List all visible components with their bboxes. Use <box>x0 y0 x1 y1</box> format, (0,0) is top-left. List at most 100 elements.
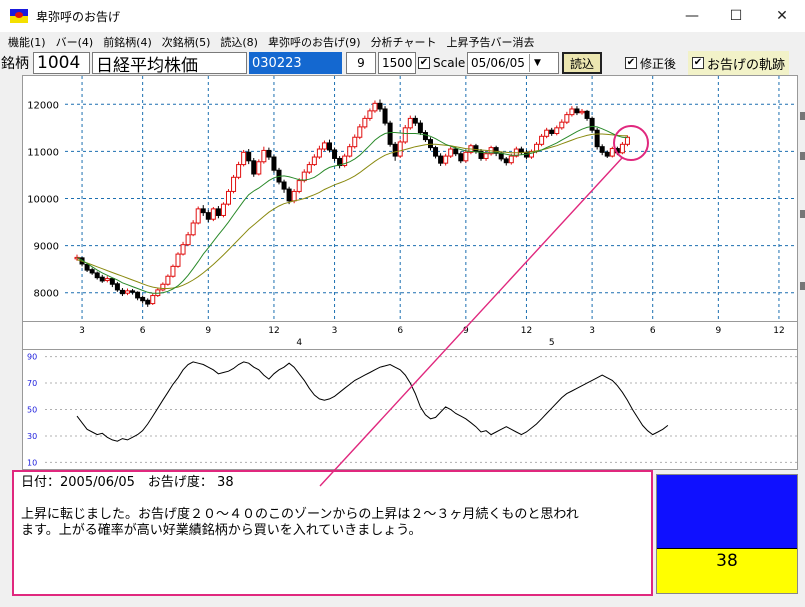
menu-prev-stock[interactable]: 前銘柄(4) <box>103 35 152 49</box>
down-candle <box>327 142 332 151</box>
up-candle <box>564 114 570 123</box>
maximize-button[interactable]: ☐ <box>729 8 743 24</box>
month-tick-label: 6 <box>397 326 403 336</box>
period-field[interactable]: 9 <box>346 52 376 74</box>
menu-next-stock[interactable]: 次銘柄(5) <box>161 35 211 49</box>
scale-checkbox[interactable]: ✔ Scale <box>418 52 465 74</box>
down-candle <box>549 129 555 134</box>
up-candle <box>321 142 327 150</box>
down-candle <box>574 108 580 114</box>
down-candle <box>422 132 428 141</box>
up-candle <box>165 275 171 285</box>
down-candle <box>135 291 141 299</box>
adjusted-checkbox[interactable]: ✔ 修正後 <box>625 52 676 74</box>
down-candle <box>382 108 388 124</box>
up-candle <box>569 108 575 116</box>
read-button[interactable]: 読込 <box>562 52 603 74</box>
down-candle <box>453 148 459 155</box>
up-candle <box>104 278 110 281</box>
down-candle <box>428 139 433 149</box>
up-candle <box>508 155 514 164</box>
date-axis-svg: 369123691236912456 <box>79 326 805 348</box>
menu-function[interactable]: 機能(1) <box>8 35 46 49</box>
gauge-divider <box>657 548 797 549</box>
up-candle <box>261 149 267 163</box>
price-chart-svg: 8000 9000 10000 11000 12000 <box>27 76 797 321</box>
up-candle <box>125 290 130 294</box>
side-marker <box>800 152 805 160</box>
down-candle <box>438 155 444 164</box>
up-candle <box>579 110 585 114</box>
up-candle <box>544 129 550 137</box>
oscillator-chart-svg: 10 30 50 70 90 <box>27 353 797 467</box>
month-tick-label: 9 <box>715 326 721 336</box>
trajectory-label: お告げの軌跡 <box>707 57 786 73</box>
menu-clear-rise-bar[interactable]: 上昇予告バー消去 <box>446 35 535 49</box>
down-candle <box>518 148 524 153</box>
down-candle <box>594 129 600 148</box>
up-candle <box>443 155 449 164</box>
gauge-yellow-area <box>657 548 797 593</box>
trajectory-checkbox[interactable]: ✔ お告げの軌跡 <box>688 51 790 75</box>
down-candle <box>94 272 100 279</box>
up-candle <box>529 150 534 158</box>
month-tick-label: 3 <box>79 326 85 336</box>
up-candle <box>402 127 408 143</box>
menu-himiko-oracle[interactable]: 卑弥呼のお告げ(9) <box>267 35 361 49</box>
start-date-field[interactable]: 030223 <box>249 52 342 74</box>
menu-bar-setting[interactable]: バー(4) <box>55 35 94 49</box>
down-candle <box>377 102 383 110</box>
side-marker <box>800 282 805 290</box>
up-candle <box>220 203 226 216</box>
up-candle <box>236 164 242 178</box>
stock-code-field[interactable]: 1004 <box>33 52 90 74</box>
month-tick-label: 12 <box>521 326 532 336</box>
down-candle <box>332 149 338 159</box>
down-candle <box>130 290 136 293</box>
oracle-message-text: 上昇に転じました。お告げ度２０～４０のこのゾーンからの上昇は２～３ヶ月続くものと… <box>21 507 579 538</box>
menu-load[interactable]: 読込(8) <box>220 35 258 49</box>
up-candle <box>316 148 322 158</box>
himiko-app-icon <box>10 9 28 23</box>
window-title: 卑弥呼のお告げ <box>36 9 121 24</box>
down-candle <box>433 147 439 157</box>
down-candle <box>84 263 90 271</box>
menu-analysis-chart[interactable]: 分析チャート <box>370 35 437 49</box>
down-candle <box>458 153 464 162</box>
down-candle <box>89 269 95 274</box>
end-date-select[interactable]: 05/06/05 ▼ <box>467 52 559 74</box>
check-icon: ✔ <box>692 57 704 69</box>
down-candle <box>215 208 221 216</box>
down-candle <box>584 110 590 119</box>
close-button[interactable]: ✕ <box>776 8 788 24</box>
oscillator-tick-label: 90 <box>27 353 37 362</box>
up-candle <box>539 135 545 145</box>
down-candle <box>271 156 277 171</box>
up-candle <box>372 102 378 112</box>
minimize-button[interactable]: — <box>685 8 699 24</box>
up-candle <box>170 265 176 277</box>
scale-value-field[interactable]: 1500 <box>378 52 416 74</box>
moving-average-long <box>76 133 628 289</box>
up-candle <box>210 208 216 220</box>
gauge-blue-area <box>657 475 797 548</box>
down-candle <box>119 289 125 295</box>
down-candle <box>251 160 257 175</box>
down-candle <box>473 145 479 152</box>
down-candle <box>246 151 252 162</box>
up-candle <box>241 151 247 166</box>
oracle-date-line: 日付：2005/06/05 お告げ度： 38 <box>21 475 234 490</box>
up-candle <box>195 208 201 224</box>
stock-name-field[interactable]: 日経平均株価 <box>92 52 247 76</box>
chevron-down-icon: ▼ <box>528 54 545 72</box>
up-candle <box>448 148 454 157</box>
price-chart: 8000 9000 10000 11000 12000 <box>22 75 798 322</box>
up-candle <box>559 121 565 129</box>
up-candle <box>619 143 625 154</box>
price-tick-label: 8000 <box>34 289 59 300</box>
up-candle <box>407 117 413 129</box>
down-candle <box>99 276 105 282</box>
up-candle <box>296 180 302 192</box>
price-tick-label: 12000 <box>27 100 59 111</box>
down-candle <box>387 122 393 145</box>
